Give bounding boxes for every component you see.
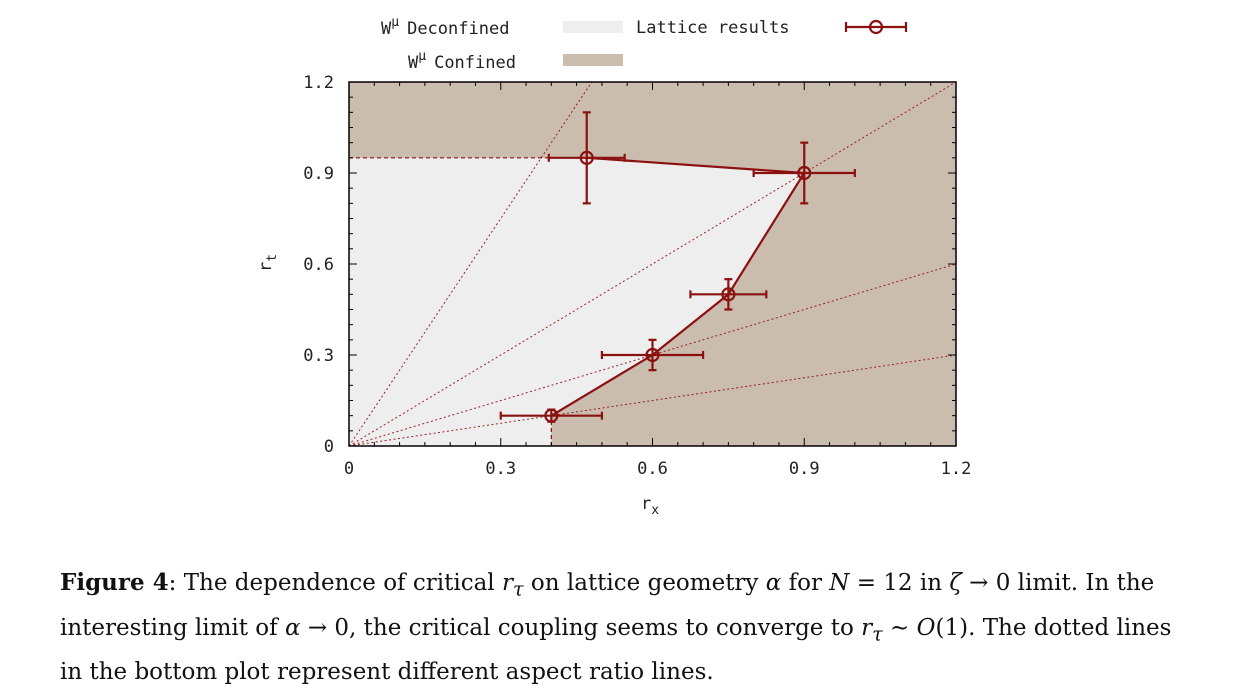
point-marker: [645, 347, 660, 363]
y-tick-label: 1.2: [303, 73, 334, 93]
x-tick-label: 1.2: [941, 459, 972, 479]
point-marker: [579, 150, 594, 165]
legend-deconfined-label: Wμ Deconfined: [381, 15, 509, 39]
caption-label: Figure 4: [60, 569, 169, 596]
legend-confined-label: Wμ Confined: [408, 49, 516, 73]
axis-ticks: [348, 81, 957, 447]
y-tick-label: 0: [324, 437, 334, 457]
figure-caption: Figure 4: The dependence of critical rτ …: [60, 569, 1172, 686]
boundary-dashed-line: [349, 157, 587, 446]
data-point-3: [752, 141, 856, 205]
point-marker: [797, 165, 812, 181]
y-tick-label: 0.6: [303, 255, 334, 275]
y-tick-label: 0.9: [303, 164, 334, 184]
legend-confined-swatch: [563, 54, 623, 66]
aspect-ratio-line-0: [349, 354, 956, 446]
y-axis-label: rt: [256, 254, 280, 272]
lattice-results-points: [499, 111, 856, 423]
data-point-1: [600, 338, 705, 372]
x-tick-label: 0.9: [789, 459, 820, 479]
aspect-ratio-line-2: [349, 82, 956, 446]
point-marker: [721, 287, 736, 302]
x-axis-label: rx: [641, 494, 659, 518]
data-point-0: [499, 408, 604, 423]
point-marker: [544, 408, 559, 423]
data-point-2: [689, 278, 768, 311]
deconfined-region: [349, 157, 805, 446]
phase-diagram-chart: 0 0.3 0.6 0.9 1.2 0 0.3 0.6 0.9 1.2 rx rt Wμ Decon…: [256, 15, 971, 518]
legend-deconfined-swatch: [563, 21, 623, 33]
y-tick-label: 0.3: [303, 346, 334, 366]
legend-lattice-marker: [844, 19, 908, 35]
axis-tick-labels: 0 0.3 0.6 0.9 1.2 0 0.3 0.6 0.9 1.2: [303, 73, 971, 479]
aspect-ratio-line-3: [349, 82, 593, 446]
data-point-4: [547, 111, 626, 205]
x-tick-label: 0.6: [637, 459, 668, 479]
legend-lattice-label: Lattice results: [636, 18, 790, 38]
legend: Wμ Deconfined Lattice results Wμ Confined: [381, 15, 908, 73]
x-tick-label: 0.3: [485, 459, 516, 479]
x-tick-label: 0: [344, 459, 354, 479]
